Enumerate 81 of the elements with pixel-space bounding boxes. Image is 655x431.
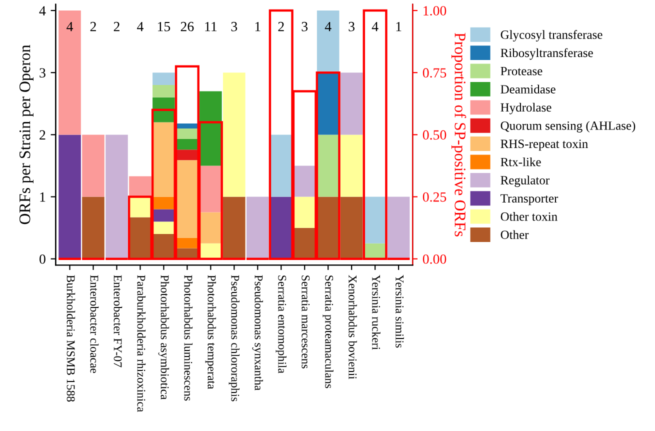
bar	[316, 134, 340, 197]
bar	[387, 196, 410, 259]
y2-tick-label: 0.00	[422, 254, 446, 264]
x-tick-label: Pseudomonas chlororaphis	[228, 275, 240, 402]
y-tick-label: 3	[40, 68, 46, 78]
legend-label: RHS-repeat toxin	[500, 140, 588, 151]
bar	[223, 72, 246, 197]
bar	[364, 196, 386, 244]
legend-label: Transporter	[500, 194, 558, 206]
bar	[200, 212, 222, 244]
x-tick-label: Serratia marcescens	[302, 276, 310, 368]
annotation: 26	[180, 22, 194, 32]
annotation: 4	[66, 22, 74, 32]
y-axis-title: ORFs per Strain per Operon	[19, 44, 34, 224]
annotation: 2	[114, 22, 120, 32]
legend-label: Quorum sensing (AHLase)	[500, 121, 636, 132]
bar	[176, 160, 198, 238]
x-tick-label: Serratia entomophila	[276, 276, 286, 374]
legend-label: Other	[500, 230, 529, 239]
annotation: 15	[158, 22, 170, 32]
bar	[82, 134, 104, 197]
bar	[58, 134, 81, 259]
x-tick-label: Pseudomonas synxantha	[252, 275, 264, 390]
bar	[152, 222, 175, 234]
y-tick-label: 2	[40, 130, 46, 140]
annotation: 2	[90, 22, 96, 32]
bar	[58, 10, 81, 135]
y-tick-label: 1	[40, 192, 46, 202]
bar	[316, 10, 340, 73]
annotation: 1	[255, 22, 260, 32]
y2-tick-label: 0.25	[422, 192, 446, 202]
bar	[82, 196, 104, 259]
x-tick-label: Photorhabdus asymbiotica	[158, 275, 170, 400]
bar	[340, 196, 363, 259]
y2-tick-label: 0.50	[422, 130, 446, 140]
x-tick-label: Xenorhabdus bovienii	[348, 275, 357, 380]
bar	[106, 134, 128, 259]
bar	[176, 238, 198, 248]
x-tick-label: Paraburkholderia rhizoxinica	[137, 275, 146, 412]
legend-label: Ribosyltransferase	[500, 48, 593, 60]
x-tick-label: Photorhabdus temperata	[205, 275, 216, 390]
y-tick-label: 4	[39, 6, 46, 16]
y2-tick-label: 1.00	[424, 6, 446, 16]
annotation: 11	[205, 22, 217, 32]
annotation: 2	[278, 22, 284, 32]
bar	[152, 72, 175, 86]
legend-label: Other toxin	[500, 212, 558, 221]
bar	[152, 85, 175, 98]
annotation: 3	[348, 22, 355, 32]
annotation: 3	[302, 22, 308, 32]
legend-label: Regulator	[500, 176, 550, 188]
y2-tick-label: 0.75	[422, 68, 446, 78]
bar	[200, 166, 222, 212]
x-tick-label: Yersinia similis	[396, 274, 404, 348]
bar	[293, 196, 316, 228]
legend-label: Deamidase	[500, 84, 556, 94]
bar	[246, 196, 269, 259]
x-tick-label: Serratia proteamaculans	[322, 276, 334, 388]
bar	[293, 166, 316, 197]
bar	[223, 196, 246, 259]
bar	[176, 124, 198, 128]
legend-label: Hydrolase	[500, 102, 552, 114]
x-tick-label: Burkholderia MSMB 1588	[66, 275, 76, 402]
x-tick-label: Enterobacter FY-07	[114, 275, 122, 368]
bar	[340, 72, 363, 135]
annotation: 1	[396, 22, 402, 32]
x-tick-label: Photorhabdus luminescens	[184, 275, 193, 401]
legend-label: Protease	[500, 67, 542, 76]
annotation: 4	[137, 22, 144, 32]
x-tick-label: Yersinia ruckeri	[372, 274, 380, 350]
annotation: 3	[231, 22, 238, 32]
bar	[200, 91, 222, 166]
annotation: 4	[372, 22, 378, 32]
y-tick-label: 0	[40, 254, 46, 264]
legend-label: Glycosyl transferase	[500, 30, 602, 42]
bar	[340, 134, 363, 197]
annotation: 4	[324, 22, 332, 32]
legend-label: Rtx-like	[500, 157, 541, 166]
x-tick-label: Enterobacter cloacae	[90, 275, 99, 374]
bar	[129, 176, 152, 197]
y2-axis-title: Proportion of SP-positive ORFs	[451, 32, 466, 236]
